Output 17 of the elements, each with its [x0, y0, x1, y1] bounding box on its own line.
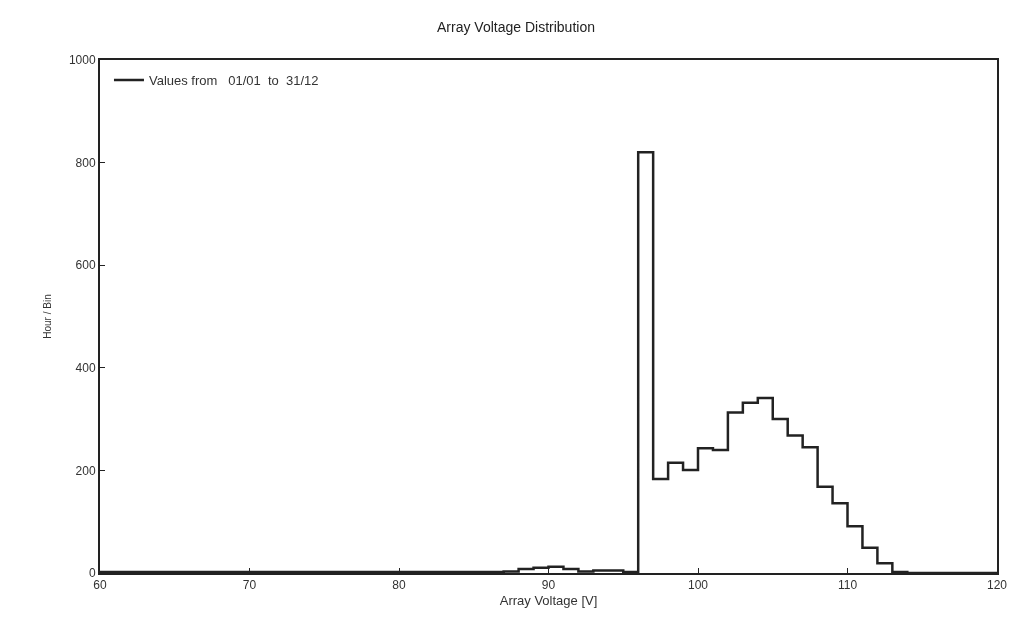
- x-tick-label: 60: [93, 578, 107, 593]
- chart-title: Array Voltage Distribution: [437, 18, 595, 35]
- legend-label: Values from 01/01 to 31/12: [148, 73, 319, 89]
- y-tick-label: 600: [75, 258, 96, 273]
- x-axis-title: Array Voltage [V]: [499, 592, 598, 608]
- x-tick-label: 100: [687, 578, 709, 593]
- y-tick-label: 0: [88, 566, 96, 581]
- x-tick-label: 120: [986, 578, 1008, 593]
- y-axis-title: Hour / Bin: [42, 294, 54, 339]
- y-tick-label: 1000: [68, 53, 96, 68]
- x-tick-label: 110: [837, 578, 858, 593]
- x-tick-label: 90: [541, 578, 556, 593]
- x-tick-label: 70: [242, 578, 257, 593]
- y-tick-label: 400: [75, 361, 96, 375]
- y-tick-label: 200: [75, 463, 96, 478]
- x-tick-label: 80: [392, 578, 406, 593]
- y-tick-label: 800: [75, 155, 96, 170]
